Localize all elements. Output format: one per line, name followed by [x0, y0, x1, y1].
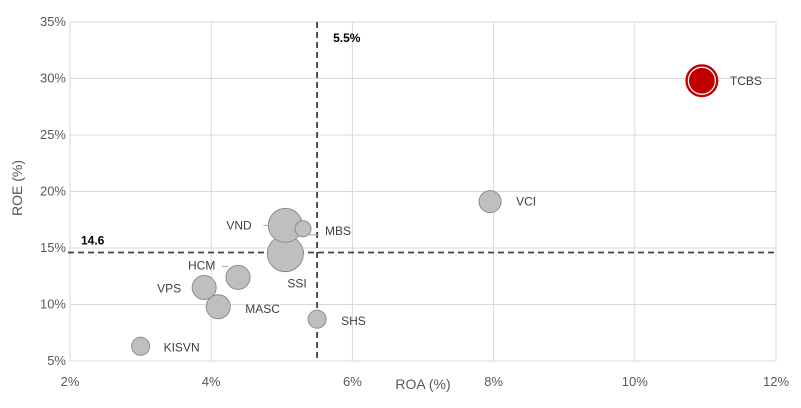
- reference-label-horizontal: 14.6: [81, 234, 105, 248]
- tick-labels: 5% 10% 15% 20% 25% 30% 35% 2% 4% 6% 8% 10% 12%: [40, 14, 789, 389]
- y-tick-label: 5%: [47, 353, 66, 368]
- x-tick-label: 8%: [484, 374, 503, 389]
- y-tick-label: 20%: [40, 184, 66, 199]
- point-label-vnd: VND: [226, 218, 252, 232]
- point-label-vps: VPS: [157, 282, 181, 296]
- data-point-kisvn: [131, 336, 151, 356]
- point-label-ssi: SSI: [287, 277, 306, 291]
- y-tick-label: 35%: [40, 14, 66, 29]
- x-tick-label: 6%: [343, 374, 362, 389]
- point-label-shs: SHS: [341, 314, 366, 328]
- data-point-tcbs: [685, 64, 719, 98]
- point-label-mbs: MBS: [325, 224, 351, 238]
- x-tick-label: 4%: [202, 374, 221, 389]
- reference-lines: 5.5% 14.6: [68, 22, 776, 361]
- x-axis-title: ROA (%): [395, 376, 450, 392]
- data-point-shs: [307, 309, 327, 329]
- data-point-masc: [205, 294, 231, 320]
- x-tick-label: 2%: [61, 374, 80, 389]
- point-labels: TCBS VCI VND MBS SSI HCM VPS MASC SHS KISVN: [157, 74, 762, 355]
- point-label-masc: MASC: [245, 302, 280, 316]
- data-point-ring: [687, 66, 716, 95]
- y-tick-label: 25%: [40, 127, 66, 142]
- y-tick-label: 15%: [40, 240, 66, 255]
- x-tick-label: 10%: [622, 374, 648, 389]
- data-points: [131, 64, 719, 356]
- y-axis-title: ROE (%): [9, 160, 25, 216]
- point-label-tcbs: TCBS: [730, 74, 762, 88]
- y-tick-label: 30%: [40, 71, 66, 86]
- point-label-kisvn: KISVN: [164, 340, 200, 354]
- point-label-vci: VCI: [516, 195, 536, 209]
- data-point-hcm: [225, 264, 251, 290]
- data-point-mbs: [294, 220, 312, 238]
- reference-label-vertical: 5.5%: [333, 31, 361, 45]
- y-tick-label: 10%: [40, 297, 66, 312]
- grid: [69, 21, 777, 362]
- data-point-vps: [191, 275, 217, 301]
- point-label-hcm: HCM: [188, 258, 215, 272]
- x-tick-label: 12%: [763, 374, 789, 389]
- data-point-vci: [478, 190, 502, 214]
